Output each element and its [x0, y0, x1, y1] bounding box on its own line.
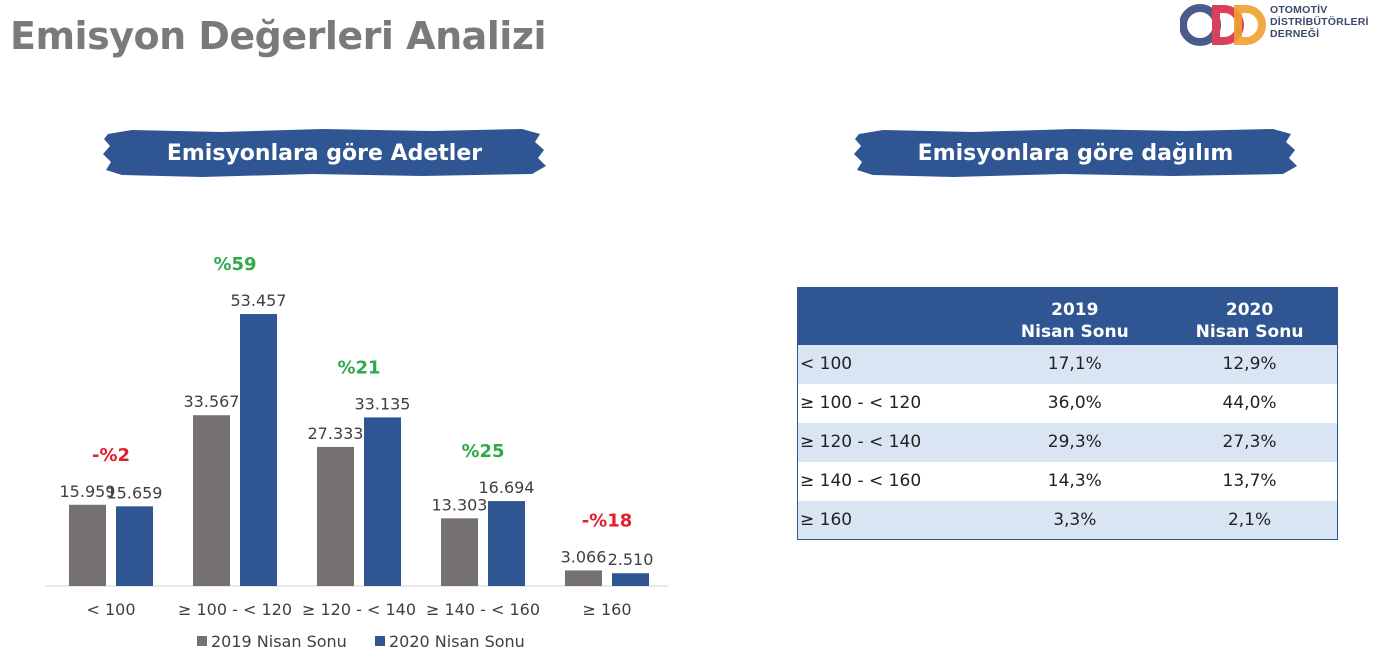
logo-line: DİSTRİBÜTÖRLERİ: [1270, 16, 1369, 28]
table-cell-category: ≥ 120 - < 140: [797, 422, 988, 462]
table-header-category: [797, 287, 988, 345]
table-cell-category: < 100: [797, 344, 988, 384]
table-cell-2020: 2,1%: [1162, 500, 1338, 540]
table-header-2019: 2019 Nisan Sonu: [987, 287, 1163, 345]
logo-line: DERNEĞİ: [1270, 28, 1320, 40]
bar-2019: [565, 570, 602, 586]
brush-stroke-icon: [854, 129, 1297, 177]
banner-counts-label: Emisyonlara göre Adetler: [166, 140, 483, 166]
distribution-table: 2019 Nisan Sonu 2020 Nisan Sonu < 100 17…: [797, 287, 1338, 540]
data-label: 15.959: [60, 482, 116, 501]
bar-2019: [69, 504, 106, 586]
table-cell-2020: 44,0%: [1162, 383, 1338, 423]
legend-label: 2019 Nisan Sonu: [211, 632, 347, 651]
data-label: 33.567: [184, 392, 240, 411]
data-label: 2.510: [608, 550, 654, 569]
data-label: 27.333: [308, 424, 364, 443]
legend-label: 2020 Nisan Sonu: [389, 632, 525, 651]
table-row: ≥ 100 - < 120 36,0% 44,0%: [797, 383, 1338, 423]
table-header-period: Nisan Sonu: [1195, 321, 1304, 342]
table-header-year: 2019: [1051, 299, 1099, 320]
data-label: 15.659: [107, 483, 163, 502]
banner-counts: Emisyonlara göre Adetler: [102, 128, 547, 178]
bar-2020: [240, 314, 277, 586]
logo-mark-icon: [1179, 4, 1266, 46]
change-label: -%2: [92, 445, 130, 466]
bar-2020: [488, 501, 525, 586]
bar-2019: [193, 415, 230, 586]
bar-2020: [612, 573, 649, 586]
table-header-period: Nisan Sonu: [1020, 321, 1129, 342]
logo-line: OTOMOTİV: [1270, 4, 1328, 16]
legend-swatch: [197, 636, 207, 646]
table-row: ≥ 160 3,3% 2,1%: [797, 500, 1338, 540]
table-cell-2019: 14,3%: [987, 461, 1163, 501]
table-cell-2020: 12,9%: [1162, 344, 1338, 384]
category-label: ≥ 160: [582, 600, 631, 619]
brush-stroke-icon: [103, 129, 546, 177]
data-label: 16.694: [479, 478, 535, 497]
category-label: ≥ 100 - < 120: [178, 600, 292, 619]
change-label: %25: [461, 441, 504, 462]
change-label: -%18: [582, 510, 633, 531]
emission-bar-chart: 15.959 15.659 -%2 < 100 33.567 53.457 %59 ≥ 100…: [40, 230, 680, 660]
odd-logo: OTOMOTİV DİSTRİBÜTÖRLERİ DERNEĞİ: [1179, 4, 1376, 46]
data-label: 53.457: [231, 291, 287, 310]
change-label: %59: [213, 254, 256, 275]
table-cell-2019: 29,3%: [987, 422, 1163, 462]
table-row: ≥ 140 - < 160 14,3% 13,7%: [797, 461, 1338, 501]
banner-distribution: Emisyonlara göre dağılım: [853, 128, 1298, 178]
table-cell-2020: 27,3%: [1162, 422, 1338, 462]
data-label: 3.066: [561, 547, 607, 566]
table-cell-category: ≥ 140 - < 160: [797, 461, 988, 501]
bar-2020: [364, 417, 401, 586]
table-row: < 100 17,1% 12,9%: [797, 344, 1338, 384]
table-cell-category: ≥ 160: [797, 500, 988, 540]
category-label: < 100: [86, 600, 135, 619]
data-label: 33.135: [355, 394, 411, 413]
table-cell-2019: 36,0%: [987, 383, 1163, 423]
table-cell-category: ≥ 100 - < 120: [797, 383, 988, 423]
logo-wordmark: OTOMOTİV DİSTRİBÜTÖRLERİ DERNEĞİ: [1270, 4, 1380, 40]
category-label: ≥ 140 - < 160: [426, 600, 540, 619]
table-header-row: 2019 Nisan Sonu 2020 Nisan Sonu: [797, 287, 1338, 345]
banner-distribution-label: Emisyonlara göre dağılım: [917, 140, 1234, 166]
table-row: ≥ 120 - < 140 29,3% 27,3%: [797, 422, 1338, 462]
bar-2020: [116, 506, 153, 586]
legend-swatch: [375, 636, 385, 646]
table-cell-2020: 13,7%: [1162, 461, 1338, 501]
page-title: Emisyon Değerleri Analizi: [10, 14, 546, 58]
table-header-2020: 2020 Nisan Sonu: [1162, 287, 1338, 345]
table-cell-2019: 17,1%: [987, 344, 1163, 384]
data-label: 13.303: [432, 495, 488, 514]
bar-2019: [317, 446, 354, 586]
bar-2019: [441, 518, 478, 586]
table-header-year: 2020: [1225, 299, 1274, 320]
change-label: %21: [337, 357, 380, 378]
table-cell-2019: 3,3%: [987, 500, 1163, 540]
category-label: ≥ 120 - < 140: [302, 600, 416, 619]
